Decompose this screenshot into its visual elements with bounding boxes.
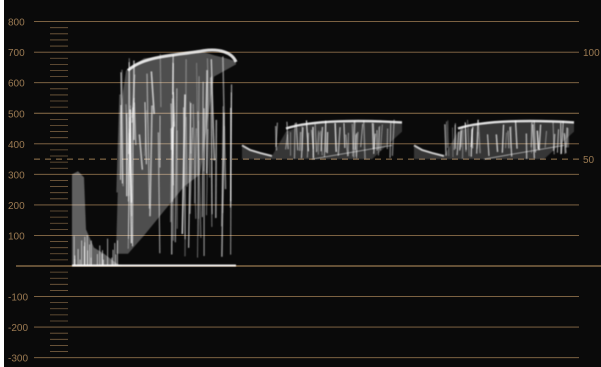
scale-label-left: 800	[8, 18, 25, 29]
scale-label-left: 200	[8, 201, 25, 212]
scale-label-right: 100	[583, 48, 600, 59]
traces	[72, 48, 575, 267]
scale-label-left: -100	[8, 293, 28, 304]
scale-label-left: -300	[8, 354, 28, 365]
scale-label-right: 50	[583, 155, 595, 166]
trace-channel-3	[413, 119, 575, 160]
scale-label-left: 500	[8, 109, 25, 120]
scale-label-left: 600	[8, 79, 25, 90]
graticule	[16, 21, 601, 359]
waveform-scope: 800 700 600 500 400 300 200 100 -100 -200 -300 100 5…	[4, 0, 601, 367]
scale-label-left: 700	[8, 48, 25, 59]
trace-channel-1	[72, 48, 238, 267]
scale-label-left: -200	[8, 323, 28, 334]
scale-labels: 800 700 600 500 400 300 200 100 -100 -200 -300 100 5…	[8, 18, 600, 365]
scale-label-left: 400	[8, 140, 25, 151]
scale-label-left: 100	[8, 231, 25, 242]
trace-channel-2	[241, 119, 403, 160]
waveform-canvas: 800 700 600 500 400 300 200 100 -100 -200 -300 100 5…	[8, 18, 601, 365]
scale-label-left: 300	[8, 170, 25, 181]
